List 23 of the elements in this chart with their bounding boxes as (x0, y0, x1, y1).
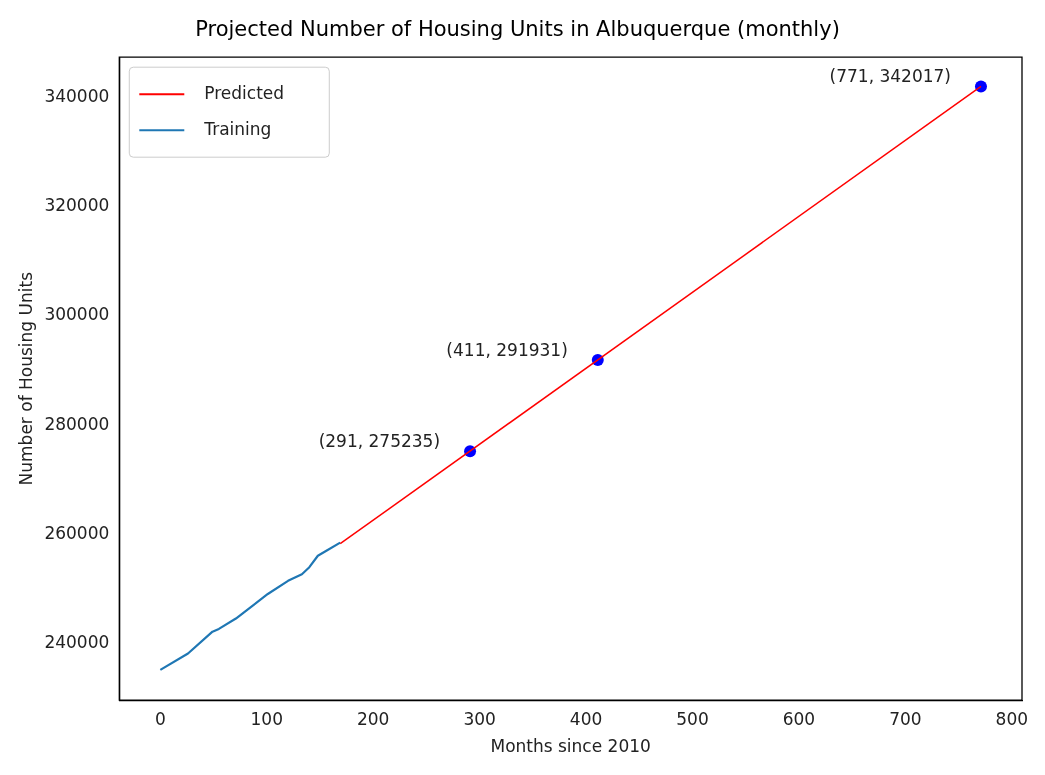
y-axis-title: Number of Housing Units (15, 271, 36, 486)
y-tick-label: 300000 (44, 304, 110, 325)
annotation: (291, 275235) (318, 431, 441, 452)
x-tick-label: 200 (356, 708, 390, 729)
x-tick-label: 800 (995, 708, 1029, 729)
x-tick-label: 600 (782, 708, 816, 729)
legend-label: Predicted (204, 82, 285, 103)
y-tick-label: 260000 (44, 522, 110, 543)
annotation: (411, 291931) (446, 339, 568, 360)
y-tick-label: 240000 (44, 632, 110, 653)
y-tick-label: 320000 (44, 195, 110, 216)
x-axis-title: Months since 2010 (490, 736, 651, 757)
x-tick-label: 0 (154, 708, 166, 729)
x-tick-label: 300 (463, 708, 496, 729)
x-tick-label: 700 (889, 708, 922, 729)
chart-title: Projected Number of Housing Units in Albuquerque (monthly) (195, 17, 840, 42)
x-tick-label: 100 (250, 708, 283, 729)
y-tick-label: 280000 (44, 413, 110, 434)
x-tick-label: 500 (676, 708, 709, 729)
annotation: (771, 342017) (829, 66, 951, 87)
x-tick-label: 400 (569, 708, 603, 729)
y-tick-label: 340000 (44, 85, 110, 106)
legend-label: Training (203, 118, 272, 139)
